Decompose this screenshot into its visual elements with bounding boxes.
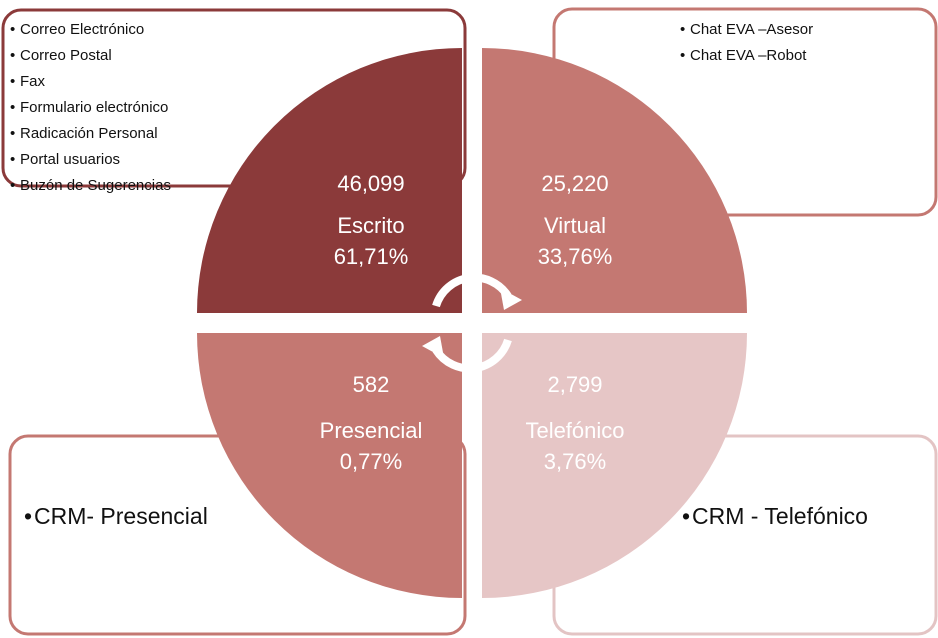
count: 582 bbox=[353, 372, 390, 397]
label: Virtual bbox=[544, 213, 606, 238]
cycle-arrows bbox=[432, 273, 512, 373]
bullet: • bbox=[10, 21, 15, 38]
list-item: Buzón de Sugerencias bbox=[20, 177, 171, 194]
list-item: Chat EVA –Robot bbox=[690, 47, 807, 64]
quadrant-virtual bbox=[482, 48, 747, 313]
count: 46,099 bbox=[337, 171, 404, 196]
count: 2,799 bbox=[547, 372, 602, 397]
bullet: • bbox=[10, 47, 15, 64]
percent: 3,76% bbox=[544, 449, 606, 474]
bullet: • bbox=[10, 73, 15, 90]
arrow-heads bbox=[422, 288, 522, 358]
bullet: • bbox=[10, 99, 15, 116]
bullet: • bbox=[24, 503, 32, 529]
bullet: • bbox=[682, 503, 690, 529]
list-item: Fax bbox=[20, 73, 46, 90]
quadrant-presencial bbox=[197, 333, 462, 598]
bullet: • bbox=[10, 125, 15, 142]
list-item: Correo Postal bbox=[20, 47, 112, 64]
quadrant-telefonico bbox=[482, 333, 747, 598]
bullet: • bbox=[680, 47, 685, 64]
label: Telefónico bbox=[525, 418, 624, 443]
bullet: • bbox=[10, 177, 15, 194]
percent: 33,76% bbox=[538, 244, 613, 269]
list-item: Chat EVA –Asesor bbox=[690, 21, 813, 38]
percent: 61,71% bbox=[334, 244, 409, 269]
bullet: • bbox=[10, 151, 15, 168]
label: Escrito bbox=[337, 213, 404, 238]
quadrant-escrito bbox=[197, 48, 462, 313]
count: 25,220 bbox=[541, 171, 608, 196]
list-item: CRM - Telefónico bbox=[692, 503, 868, 529]
bullet: • bbox=[680, 21, 685, 38]
list-item: Correo Electrónico bbox=[20, 21, 144, 38]
percent: 0,77% bbox=[340, 449, 402, 474]
label: Presencial bbox=[320, 418, 423, 443]
list-item: Portal usuarios bbox=[20, 151, 120, 168]
list-item: Radicación Personal bbox=[20, 125, 158, 142]
list-item: Formulario electrónico bbox=[20, 99, 168, 116]
list-item: CRM- Presencial bbox=[34, 503, 208, 529]
